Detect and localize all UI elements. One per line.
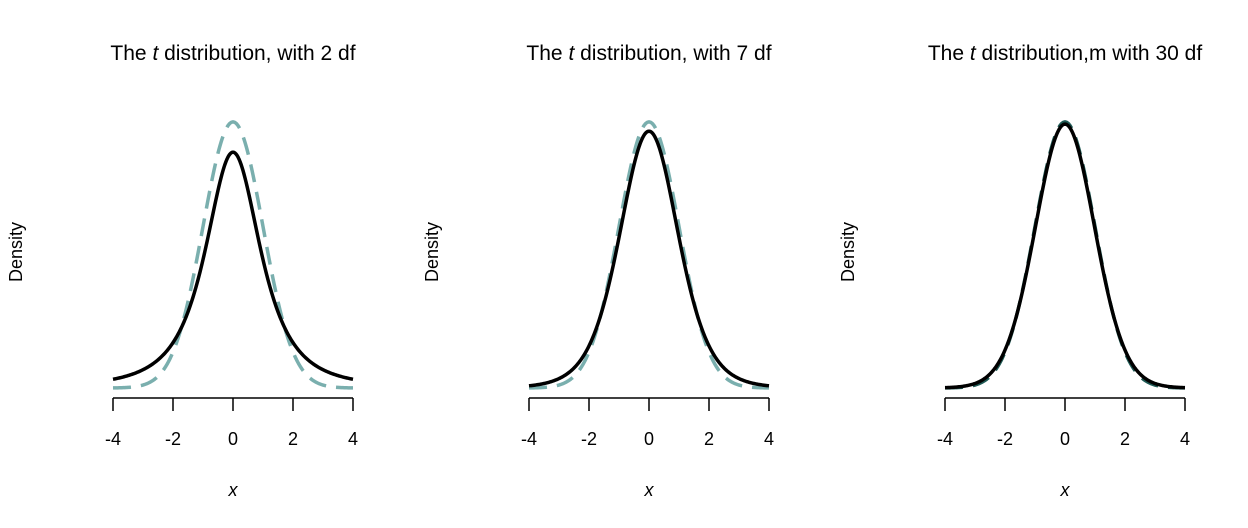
x-tick-label: -4 [521,429,537,449]
chart-panel-1: The t distribution, with 2 df Density -4 -2… [6,42,358,500]
chart-panel-3: The t distribution,m with 30 df Density -4… [838,42,1202,500]
x-tick-label: -2 [997,429,1013,449]
normal-density-curve [112,120,354,390]
x-tick-label: 0 [1060,429,1070,449]
normal-density-curve [528,120,770,390]
t-density-curve [528,129,770,388]
chart-title-part: t [152,42,159,65]
chart-title-part: The [928,42,970,65]
x-tick-label: -4 [937,429,953,449]
x-tick-label: 2 [288,429,298,449]
chart-title: The t distribution, with 2 df [110,42,355,65]
x-axis-label: x [1060,480,1071,500]
y-axis-label: Density [6,222,26,282]
chart-title-part: The [526,42,568,65]
x-tick-label: 0 [644,429,654,449]
chart-title-part: distribution, with 7 df [574,42,771,65]
x-tick-label: 4 [764,429,774,449]
x-tick-label: -2 [581,429,597,449]
x-tick-label: 4 [348,429,358,449]
chart-title-part: distribution,m with 30 df [976,42,1203,65]
chart-title: The t distribution, with 7 df [526,42,771,65]
t-density-curve [944,122,1186,390]
y-axis-label: Density [422,222,442,282]
chart-title-part: The [110,42,152,65]
x-tick-label: 4 [1180,429,1190,449]
x-tick-label: 2 [704,429,714,449]
t-density-curve [112,150,354,381]
x-axis-label: x [644,480,655,500]
chart-title-part: t [568,42,575,65]
normal-density-curve [944,120,1186,390]
y-axis-label: Density [838,222,858,282]
x-tick-label: -2 [165,429,181,449]
chart-title: The t distribution,m with 30 df [928,42,1202,65]
chart-title-part: distribution, with 2 df [158,42,355,65]
x-tick-label: 0 [228,429,238,449]
chart-panel-2: The t distribution, with 7 df Density -4 -2… [422,42,774,500]
chart-title-part: t [970,42,977,65]
x-tick-label: 2 [1120,429,1130,449]
x-axis-label: x [228,480,239,500]
x-tick-label: -4 [105,429,121,449]
